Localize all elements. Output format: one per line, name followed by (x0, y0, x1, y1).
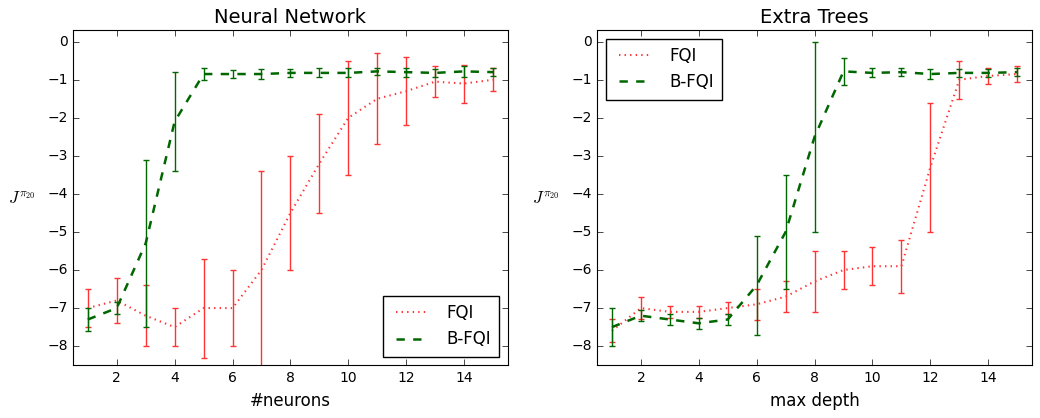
FQI (342, 115, 355, 120)
FQI (227, 306, 239, 311)
Y-axis label: $J^{\pi_{20}}$: $J^{\pi_{20}}$ (532, 189, 561, 207)
FQI (487, 77, 499, 82)
B-FQI (722, 317, 734, 322)
B-FQI (808, 134, 821, 139)
FQI (428, 79, 441, 84)
FQI (81, 306, 94, 311)
B-FQI (458, 69, 470, 74)
B-FQI (1011, 70, 1023, 75)
FQI (866, 264, 879, 269)
B-FQI (982, 70, 994, 75)
B-FQI (664, 317, 676, 322)
FQI (634, 306, 647, 311)
Title: Extra Trees: Extra Trees (760, 8, 868, 27)
Legend: FQI, B-FQI: FQI, B-FQI (383, 296, 499, 357)
B-FQI (198, 71, 210, 76)
B-FQI (81, 317, 94, 322)
FQI (925, 165, 937, 170)
Line: B-FQI: B-FQI (87, 71, 493, 319)
B-FQI (693, 321, 705, 326)
B-FQI (428, 70, 441, 75)
B-FQI (751, 283, 763, 288)
B-FQI (605, 325, 618, 330)
B-FQI (168, 119, 181, 124)
FQI (722, 306, 734, 311)
B-FQI (139, 241, 152, 246)
FQI (664, 309, 676, 314)
FQI (1011, 71, 1023, 76)
Line: FQI: FQI (87, 80, 493, 327)
FQI (400, 89, 413, 94)
Line: FQI: FQI (612, 74, 1017, 331)
X-axis label: max depth: max depth (770, 392, 859, 410)
FQI (168, 325, 181, 330)
FQI (779, 294, 791, 299)
FQI (284, 210, 296, 215)
X-axis label: #neurons: #neurons (250, 392, 331, 410)
B-FQI (110, 306, 123, 311)
B-FQI (487, 70, 499, 75)
B-FQI (227, 71, 239, 76)
B-FQI (342, 70, 355, 75)
FQI (693, 309, 705, 314)
Legend: FQI, B-FQI: FQI, B-FQI (606, 38, 722, 99)
B-FQI (400, 70, 413, 75)
FQI (895, 264, 908, 269)
FQI (198, 306, 210, 311)
B-FQI (953, 70, 965, 75)
B-FQI (866, 70, 879, 75)
B-FQI (895, 70, 908, 75)
FQI (313, 161, 326, 166)
B-FQI (371, 69, 384, 74)
B-FQI (837, 69, 850, 74)
FQI (982, 74, 994, 79)
Title: Neural Network: Neural Network (214, 8, 366, 27)
FQI (751, 302, 763, 307)
FQI (371, 96, 384, 101)
B-FQI (255, 71, 267, 76)
FQI (808, 279, 821, 284)
B-FQI (313, 70, 326, 75)
FQI (255, 268, 267, 273)
FQI (605, 329, 618, 334)
FQI (458, 81, 470, 86)
Line: B-FQI: B-FQI (612, 71, 1017, 327)
FQI (837, 268, 850, 273)
FQI (953, 77, 965, 82)
FQI (139, 313, 152, 318)
B-FQI (284, 70, 296, 75)
FQI (110, 298, 123, 303)
B-FQI (779, 229, 791, 234)
B-FQI (634, 313, 647, 318)
B-FQI (925, 71, 937, 76)
Y-axis label: $J^{\pi_{20}}$: $J^{\pi_{20}}$ (8, 189, 36, 207)
